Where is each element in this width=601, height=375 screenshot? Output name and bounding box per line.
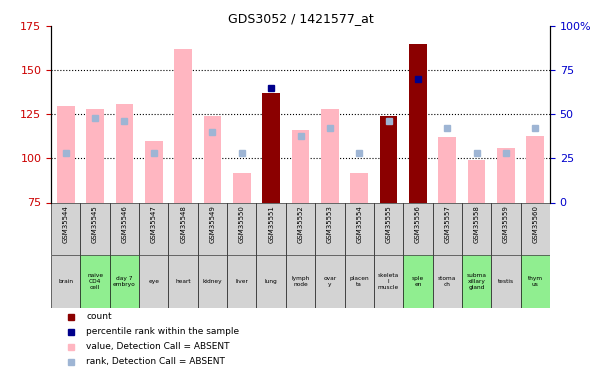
Bar [51, 255, 81, 308]
Bar [174, 49, 192, 202]
Text: GSM35551: GSM35551 [268, 205, 274, 243]
Text: subma
xillary
gland: subma xillary gland [466, 273, 487, 290]
Bar [198, 255, 227, 308]
Text: kidney: kidney [203, 279, 222, 284]
Bar [227, 255, 257, 308]
Bar [468, 160, 486, 202]
Bar [227, 202, 257, 255]
Bar [139, 202, 168, 255]
Text: stoma
ch: stoma ch [438, 276, 456, 286]
Text: GSM35552: GSM35552 [297, 205, 304, 243]
Text: GSM35554: GSM35554 [356, 205, 362, 243]
Bar [497, 148, 514, 202]
Text: GSM35553: GSM35553 [327, 205, 333, 243]
Bar [168, 255, 198, 308]
Text: GSM35550: GSM35550 [239, 205, 245, 243]
Text: placen
ta: placen ta [349, 276, 369, 286]
Text: GSM35559: GSM35559 [503, 205, 509, 243]
Text: GSM35558: GSM35558 [474, 205, 480, 243]
Bar [286, 255, 315, 308]
Bar [257, 202, 286, 255]
Text: GSM35548: GSM35548 [180, 205, 186, 243]
Bar [344, 255, 374, 308]
Text: naive
CD4
cell: naive CD4 cell [87, 273, 103, 290]
Text: count: count [86, 312, 112, 321]
Bar [81, 202, 110, 255]
Text: ovar
y: ovar y [323, 276, 337, 286]
Text: heart: heart [175, 279, 191, 284]
Bar [315, 202, 344, 255]
Bar [291, 130, 310, 203]
Text: GSM35546: GSM35546 [121, 205, 127, 243]
Bar [403, 255, 433, 308]
Title: GDS3052 / 1421577_at: GDS3052 / 1421577_at [228, 12, 373, 25]
Text: testis: testis [498, 279, 514, 284]
Bar [204, 116, 221, 202]
Bar [344, 202, 374, 255]
Bar [57, 106, 75, 202]
Bar [321, 109, 338, 202]
Bar [491, 255, 520, 308]
Text: skeleta
l
muscle: skeleta l muscle [378, 273, 399, 290]
Bar [51, 202, 81, 255]
Bar [145, 141, 163, 202]
Text: rank, Detection Call = ABSENT: rank, Detection Call = ABSENT [86, 357, 225, 366]
Bar [403, 202, 433, 255]
Bar [520, 255, 550, 308]
Bar [87, 109, 104, 202]
Bar [526, 135, 544, 202]
Text: thym
us: thym us [528, 276, 543, 286]
Text: GSM35555: GSM35555 [385, 205, 391, 243]
Bar [315, 255, 344, 308]
Bar [81, 255, 110, 308]
Bar [462, 202, 491, 255]
Bar [233, 172, 251, 202]
Bar [139, 255, 168, 308]
Text: GSM35549: GSM35549 [210, 205, 216, 243]
Bar [374, 202, 403, 255]
Text: percentile rank within the sample: percentile rank within the sample [86, 327, 239, 336]
Bar [168, 202, 198, 255]
Text: GSM35544: GSM35544 [63, 205, 69, 243]
Text: liver: liver [236, 279, 248, 284]
Text: value, Detection Call = ABSENT: value, Detection Call = ABSENT [86, 342, 230, 351]
Text: day 7
embryo: day 7 embryo [113, 276, 136, 286]
Text: eye: eye [148, 279, 159, 284]
Bar [286, 202, 315, 255]
Bar [350, 172, 368, 202]
Text: GSM35556: GSM35556 [415, 205, 421, 243]
Text: lung: lung [265, 279, 278, 284]
Bar [409, 44, 427, 203]
Bar [433, 255, 462, 308]
Bar [115, 104, 133, 202]
Text: GSM35547: GSM35547 [151, 205, 157, 243]
Text: GSM35560: GSM35560 [532, 205, 538, 243]
Bar [263, 93, 280, 202]
Bar [462, 255, 491, 308]
Text: lymph
node: lymph node [291, 276, 310, 286]
Bar [380, 116, 397, 202]
Text: GSM35557: GSM35557 [444, 205, 450, 243]
Bar [438, 137, 456, 202]
Bar [433, 202, 462, 255]
Text: brain: brain [58, 279, 73, 284]
Text: GSM35545: GSM35545 [92, 205, 98, 243]
Bar [198, 202, 227, 255]
Bar [257, 255, 286, 308]
Text: sple
en: sple en [412, 276, 424, 286]
Bar [110, 255, 139, 308]
Bar [110, 202, 139, 255]
Bar [491, 202, 520, 255]
Bar [374, 255, 403, 308]
Bar [520, 202, 550, 255]
